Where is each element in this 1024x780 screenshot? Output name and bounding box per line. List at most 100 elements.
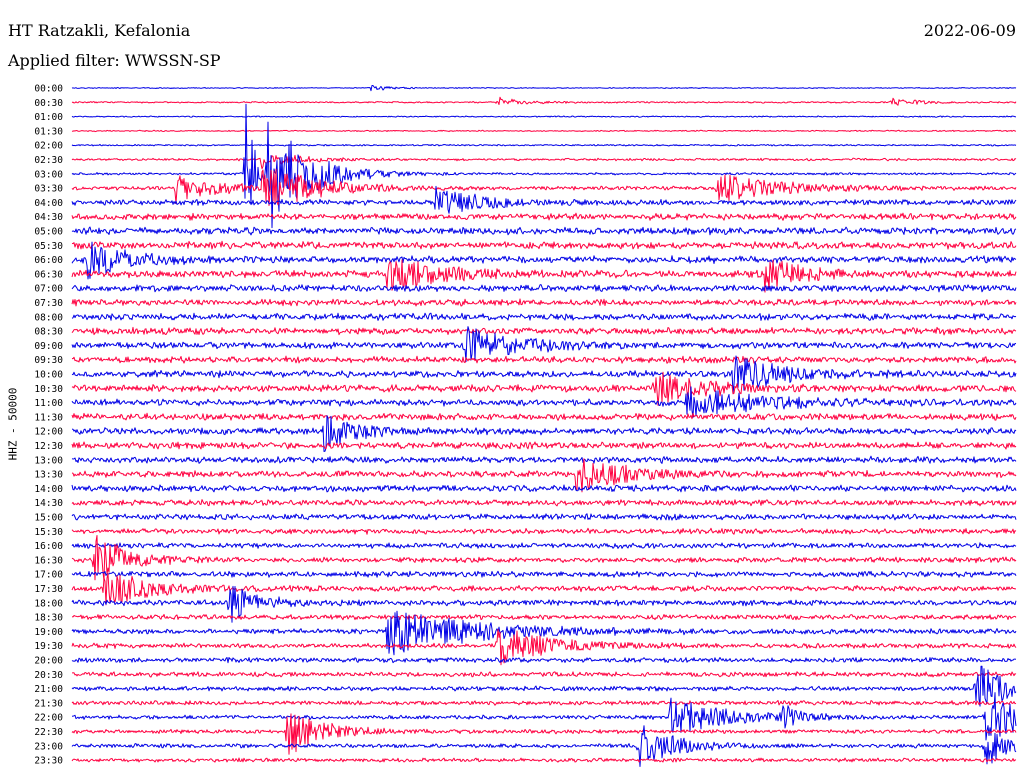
row-time-label: 01:30 (34, 126, 63, 137)
trace-row-0930 (71, 355, 1017, 364)
row-time-label: 15:00 (34, 513, 63, 524)
trace-row-2330 (71, 757, 1017, 763)
trace-row-0800 (71, 312, 1017, 321)
trace-row-0700 (71, 284, 1017, 293)
trace-row-2130 (71, 700, 1017, 706)
trace-row-1630 (71, 535, 1017, 581)
trace-row-2200 (71, 692, 1017, 741)
trace-row-1230 (71, 441, 1017, 450)
row-time-label: 08:00 (34, 312, 63, 323)
trace-row-1930 (71, 628, 1017, 666)
row-time-label: 20:00 (34, 656, 63, 667)
trace-row-0000 (71, 85, 1017, 92)
row-time-label: 18:00 (34, 598, 63, 609)
trace-row-1700 (71, 570, 1017, 578)
date-label: 2022-06-09 (923, 21, 1016, 40)
trace-row-1430 (71, 499, 1017, 507)
row-time-label: 15:30 (34, 527, 63, 538)
trace-row-0330 (71, 168, 1017, 206)
trace-row-1500 (71, 513, 1017, 521)
row-time-label: 12:00 (34, 427, 63, 438)
row-time-label: 14:00 (34, 484, 63, 495)
row-time-label: 21:30 (34, 698, 63, 709)
row-time-label: 19:30 (34, 641, 63, 652)
station-title: HT Ratzakli, Kefalonia (8, 21, 191, 40)
row-time-label: 18:30 (34, 613, 63, 624)
row-time-label: 01:00 (34, 112, 63, 123)
row-time-label: 11:30 (34, 412, 63, 423)
trace-row-1100 (71, 386, 1017, 418)
trace-row-1400 (71, 484, 1017, 493)
trace-row-2230 (71, 713, 1017, 755)
trace-row-2030 (72, 671, 1017, 678)
trace-row-1900 (71, 610, 1017, 656)
row-time-label: 17:00 (34, 570, 63, 581)
row-time-label: 14:30 (34, 498, 63, 509)
row-time-label: 07:00 (34, 284, 63, 295)
trace-row-1530 (71, 527, 1017, 535)
trace-row-1800 (71, 585, 1017, 623)
row-time-label: 02:00 (34, 141, 63, 152)
trace-row-0230 (71, 154, 1017, 170)
row-time-label: 04:00 (34, 198, 63, 209)
row-time-label: 03:30 (34, 184, 63, 195)
trace-row-0100 (71, 115, 1017, 118)
row-time-label: 19:00 (34, 627, 63, 638)
trace-row-1330 (71, 458, 1017, 493)
row-time-label: 03:00 (34, 169, 63, 180)
trace-row-1130 (71, 412, 1017, 421)
row-time-label: 06:00 (34, 255, 63, 266)
row-time-label: 10:00 (34, 370, 63, 381)
row-time-label: 05:00 (34, 227, 63, 238)
trace-row-0830 (71, 326, 1017, 336)
row-time-label: 16:30 (34, 555, 63, 566)
trace-row-1600 (71, 542, 1017, 549)
row-time-label: 13:30 (34, 470, 63, 481)
row-time-label: 21:00 (34, 684, 63, 695)
row-time-label: 22:30 (34, 727, 63, 738)
trace-row-0730 (71, 298, 1017, 307)
trace-row-1000 (71, 355, 1017, 395)
trace-row-2000 (71, 657, 1017, 664)
row-time-label: 16:00 (34, 541, 63, 552)
trace-row-0600 (71, 241, 1017, 280)
row-time-label: 10:30 (34, 384, 63, 395)
trace-row-1730 (71, 573, 1016, 606)
trace-row-1030 (71, 371, 1017, 406)
row-time-label: 17:30 (34, 584, 63, 595)
row-time-label: 09:30 (34, 355, 63, 366)
trace-row-0430 (71, 212, 1017, 221)
row-time-label: 05:30 (34, 241, 63, 252)
row-time-label: 11:00 (34, 398, 63, 409)
trace-row-0200 (71, 143, 1017, 147)
filter-label: Applied filter: WWSSN-SP (8, 51, 221, 70)
trace-row-0300 (71, 103, 1017, 229)
row-time-label: 06:30 (34, 269, 63, 280)
row-time-label: 08:30 (34, 327, 63, 338)
trace-row-0030 (71, 96, 1017, 106)
trace-row-1300 (71, 455, 1017, 464)
trace-row-0630 (71, 259, 1017, 293)
row-time-label: 13:00 (34, 455, 63, 466)
trace-row-0530 (71, 240, 1017, 250)
row-time-label: 12:30 (34, 441, 63, 452)
row-time-label: 22:00 (34, 713, 63, 724)
row-time-label: 02:30 (34, 155, 63, 166)
row-time-label: 00:00 (34, 84, 63, 95)
row-time-label: 09:00 (34, 341, 63, 352)
row-time-label: 20:30 (34, 670, 63, 681)
row-time-label: 00:30 (34, 98, 63, 109)
trace-row-0900 (71, 326, 1017, 363)
trace-row-0400 (71, 185, 1017, 214)
row-time-label: 04:30 (34, 212, 63, 223)
row-time-label: 23:30 (34, 756, 63, 767)
trace-row-1200 (71, 415, 1017, 452)
row-time-label: 07:30 (34, 298, 63, 309)
trace-row-2300 (71, 725, 1017, 767)
trace-row-0130 (71, 129, 1016, 133)
trace-row-1830 (71, 613, 1017, 621)
row-time-label: 23:00 (34, 741, 63, 752)
trace-row-0500 (71, 226, 1017, 236)
